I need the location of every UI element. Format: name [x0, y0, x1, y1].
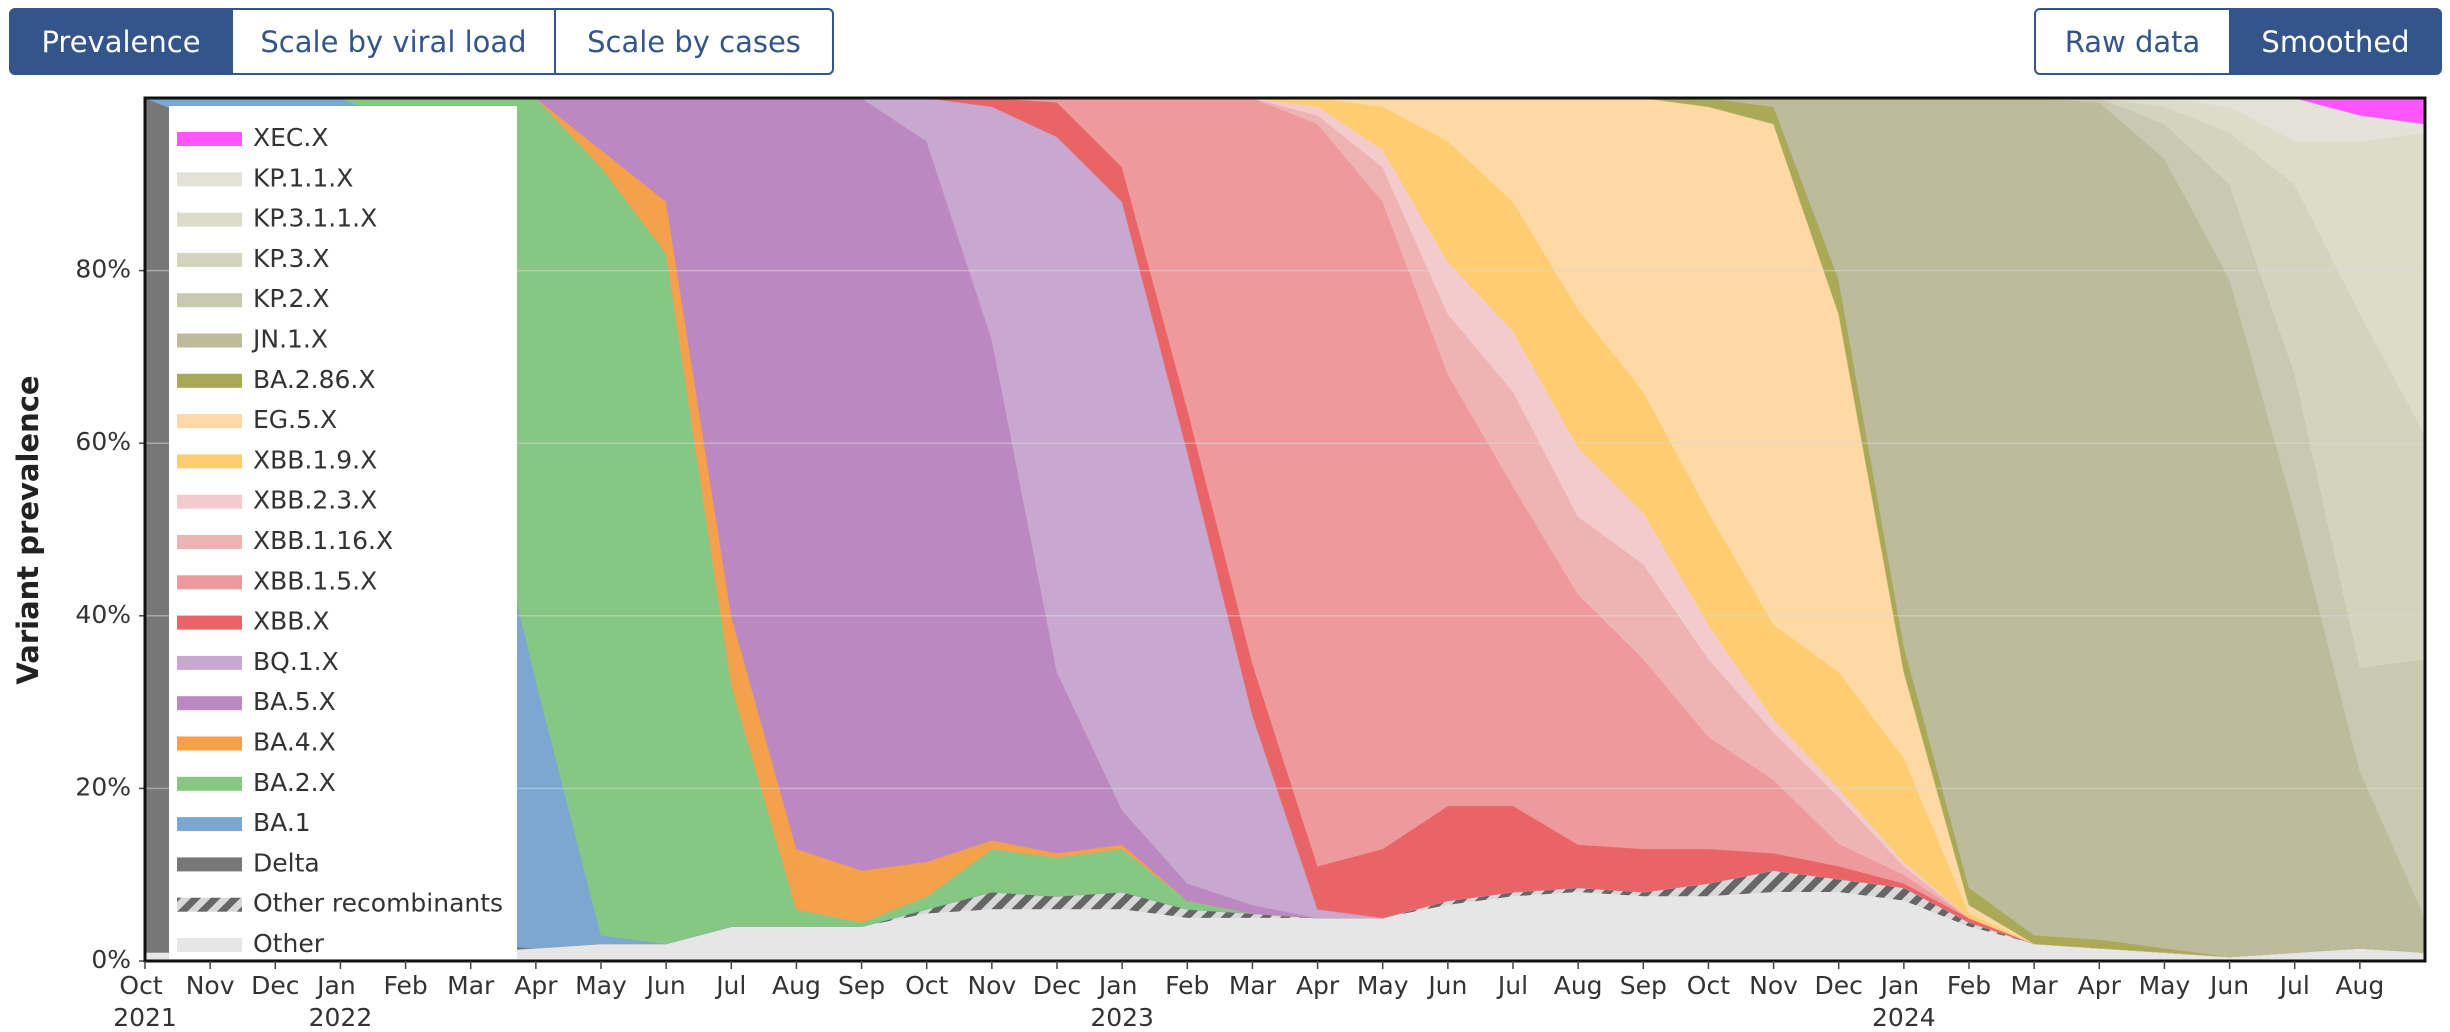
- x-tick-label: Sep: [838, 971, 885, 1000]
- x-tick-label: Feb: [1165, 971, 1209, 1000]
- legend-swatch: [177, 655, 242, 670]
- toggle-button[interactable]: Scale by viral load: [231, 8, 556, 75]
- x-tick-label: Aug: [2335, 971, 2384, 1000]
- x-tick-label: Jun: [1426, 971, 1467, 1000]
- legend-swatch: [177, 535, 242, 549]
- x-tick-label: Feb: [383, 971, 427, 1000]
- x-tick-label: Apr: [2078, 971, 2122, 1000]
- toggle-button[interactable]: Smoothed: [2229, 8, 2442, 75]
- legend-label: XBB.1.16.X: [253, 526, 393, 555]
- y-tick-label: 20%: [75, 772, 131, 801]
- legend-label: KP.3.X: [253, 244, 330, 273]
- x-tick-label: Feb: [1947, 971, 1991, 1000]
- x-tick-label: Jan 2024: [1872, 971, 1936, 1032]
- legend-swatch: [177, 575, 242, 590]
- x-tick-label: Jun: [645, 971, 686, 1000]
- x-tick-label: Nov: [1749, 971, 1798, 1000]
- legend-swatch: [177, 333, 242, 348]
- legend-label: BA.2.X: [253, 768, 336, 797]
- legend-label: XEC.X: [253, 123, 328, 152]
- x-tick-label: Aug: [1554, 971, 1603, 1000]
- area: [145, 870, 2425, 957]
- legend-swatch: [177, 494, 242, 509]
- x-tick-label: Aug: [772, 971, 821, 1000]
- x-tick-label: Nov: [967, 971, 1016, 1000]
- y-tick-label: 80%: [75, 255, 131, 284]
- x-tick-label: Mar: [1229, 971, 1277, 1000]
- y-tick-label: 0%: [91, 945, 131, 974]
- legend-swatch: [177, 172, 242, 187]
- toggle-button[interactable]: Scale by cases: [554, 8, 834, 75]
- legend-label: JN.1.X: [251, 325, 328, 354]
- x-tick-label: Jul: [2278, 971, 2310, 1000]
- x-tick-label: Jan 2022: [309, 971, 373, 1032]
- x-tick-label: Sep: [1620, 971, 1667, 1000]
- legend-label: KP.3.1.1.X: [253, 204, 377, 233]
- legend-label: Delta: [253, 848, 320, 877]
- legend-swatch: [177, 857, 242, 872]
- x-tick-label: Jul: [1496, 971, 1528, 1000]
- y-tick-label: 60%: [75, 427, 131, 456]
- toggle-button[interactable]: Prevalence: [9, 8, 233, 75]
- legend-swatch: [177, 615, 242, 630]
- legend-label: XBB.X: [253, 607, 330, 636]
- legend-swatch: [177, 696, 242, 711]
- x-tick-label: Jul: [714, 971, 746, 1000]
- legend-label: BA.1: [253, 808, 311, 837]
- legend-label: XBB.1.9.X: [253, 445, 377, 474]
- x-tick-label: Dec: [1815, 971, 1863, 1000]
- x-tick-label: May: [2139, 971, 2191, 1000]
- legend-swatch: [177, 252, 242, 267]
- axes: 0% 20% 40% 60% 80% Oct 2021 Nov Dec Jan 2022 Feb M…: [75, 96, 2427, 1032]
- legend-label: EG.5.X: [253, 405, 337, 434]
- legend: XEC.X KP.1.1.X KP.3.1.1.X KP.3.X KP.2.X JN.1.…: [169, 106, 517, 959]
- x-tick-label: Oct: [1687, 971, 1730, 1000]
- legend-label: BA.4.X: [253, 728, 336, 757]
- legend-swatch: [177, 897, 242, 912]
- x-tick-label: Dec: [251, 971, 299, 1000]
- x-tick-label: Nov: [186, 971, 235, 1000]
- legend-label: XBB.1.5.X: [253, 566, 377, 595]
- x-tick-label: Jun: [2208, 971, 2249, 1000]
- x-tick-label: Oct 2021: [113, 971, 177, 1032]
- x-tick-label: May: [1357, 971, 1409, 1000]
- plot-frame: [143, 96, 2427, 963]
- x-tick-label: Mar: [2011, 971, 2059, 1000]
- legend-swatch: [177, 938, 242, 952]
- x-tick-label: Jan 2023: [1090, 971, 1154, 1032]
- legend-swatch: [177, 736, 242, 751]
- x-tick-label: Oct: [905, 971, 948, 1000]
- x-tick-label: Apr: [514, 971, 558, 1000]
- legend-swatch: [177, 132, 242, 146]
- y-tick-label: 40%: [75, 600, 131, 629]
- y-axis-label: Variant prevalence: [11, 375, 45, 684]
- legend-label: KP.1.1.X: [253, 163, 353, 192]
- legend-swatch: [177, 776, 242, 791]
- legend-swatch: [177, 454, 242, 469]
- legend-label: BA.2.86.X: [253, 365, 376, 394]
- legend-swatch: [177, 293, 242, 308]
- x-tick-label: Mar: [447, 971, 495, 1000]
- x-tick-label: May: [575, 971, 627, 1000]
- legend-swatch: [177, 212, 242, 227]
- legend-swatch: [177, 817, 242, 832]
- x-tick-label: Dec: [1033, 971, 1081, 1000]
- legend-label: Other recombinants: [253, 889, 503, 918]
- legend-label: BQ.1.X: [253, 647, 339, 676]
- legend-label: BA.5.X: [253, 687, 336, 716]
- legend-label: XBB.2.3.X: [253, 486, 377, 515]
- legend-swatch: [177, 414, 242, 429]
- toggle-button[interactable]: Raw data: [2034, 8, 2231, 75]
- legend-swatch: [177, 373, 242, 388]
- legend-label: Other: [253, 929, 325, 958]
- x-tick-label: Apr: [1296, 971, 1340, 1000]
- legend-label: KP.2.X: [253, 284, 330, 313]
- legend-box: [169, 106, 517, 959]
